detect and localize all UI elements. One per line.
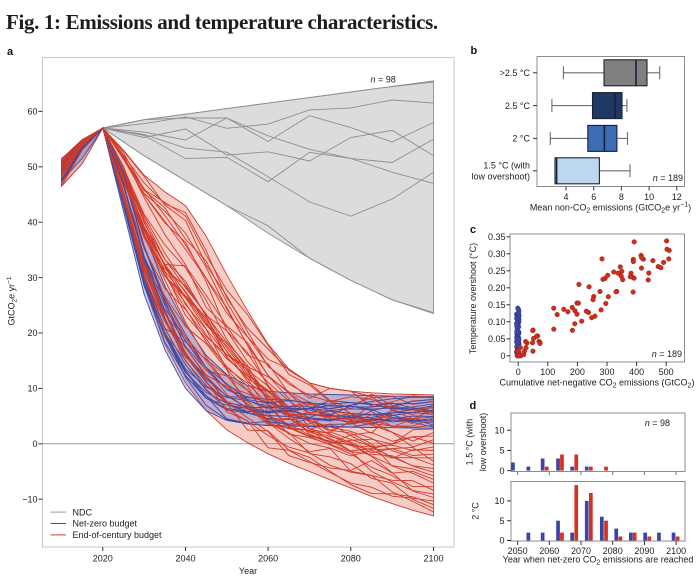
svg-text:0.30: 0.30 (488, 249, 506, 259)
svg-text:0: 0 (32, 439, 37, 449)
svg-text:NDC: NDC (73, 507, 93, 517)
svg-text:20: 20 (27, 328, 37, 338)
svg-text:−10: −10 (22, 494, 37, 504)
svg-text:Mean non-CO2 emissions (GtCO2e: Mean non-CO2 emissions (GtCO2e yr−1) (530, 202, 691, 215)
svg-text:Temperature overshoot (°C): Temperature overshoot (°C) (468, 243, 478, 354)
svg-text:4: 4 (563, 192, 568, 202)
svg-text:400: 400 (629, 367, 644, 377)
svg-text:d: d (470, 400, 477, 412)
svg-text:0: 0 (499, 466, 504, 476)
svg-text:60: 60 (27, 107, 37, 117)
svg-text:2080: 2080 (341, 554, 361, 564)
svg-text:n = 98: n = 98 (371, 75, 396, 85)
svg-text:5: 5 (499, 446, 504, 456)
svg-text:8: 8 (619, 192, 624, 202)
svg-text:2040: 2040 (175, 554, 195, 564)
svg-text:low overshoot): low overshoot) (478, 413, 488, 472)
svg-text:Cumulative net-negative CO2 em: Cumulative net-negative CO2 emissions (G… (500, 378, 695, 390)
svg-text:a: a (7, 46, 14, 58)
svg-text:2070: 2070 (571, 546, 591, 556)
svg-text:0.10: 0.10 (488, 317, 506, 327)
svg-text:c: c (470, 224, 476, 236)
svg-text:b: b (471, 45, 478, 57)
svg-text:2 °C: 2 °C (471, 502, 481, 520)
svg-text:2 °C: 2 °C (512, 134, 530, 144)
svg-text:0.15: 0.15 (488, 300, 506, 310)
svg-text:30: 30 (27, 273, 37, 283)
svg-text:Year when net-zero CO2 emissio: Year when net-zero CO2 emissions are rea… (503, 555, 694, 567)
svg-text:2050: 2050 (508, 546, 528, 556)
svg-text:2020: 2020 (93, 554, 113, 564)
svg-text:10: 10 (644, 192, 654, 202)
svg-text:2090: 2090 (634, 546, 654, 556)
svg-text:GtCO2e yr−1: GtCO2e yr−1 (6, 276, 19, 325)
svg-text:50: 50 (27, 162, 37, 172)
svg-text:10: 10 (27, 384, 37, 394)
svg-text:End-of-century budget: End-of-century budget (73, 530, 163, 540)
svg-text:100: 100 (540, 367, 555, 377)
svg-text:5: 5 (499, 516, 504, 526)
svg-text:2.5 °C: 2.5 °C (505, 101, 531, 111)
svg-text:0: 0 (516, 367, 521, 377)
svg-text:2060: 2060 (539, 546, 559, 556)
svg-text:0: 0 (500, 351, 505, 361)
svg-text:300: 300 (599, 367, 614, 377)
svg-text:2100: 2100 (423, 554, 443, 564)
svg-text:Year: Year (239, 566, 257, 576)
svg-text:0.20: 0.20 (488, 283, 506, 293)
svg-text:0.25: 0.25 (488, 266, 506, 276)
svg-text:500: 500 (659, 367, 674, 377)
svg-text:6: 6 (591, 192, 596, 202)
svg-text:Fig. 1: Emissions and temperat: Fig. 1: Emissions and temperature charac… (6, 10, 438, 34)
svg-text:low overshoot): low overshoot) (471, 171, 530, 181)
svg-text:40: 40 (27, 217, 37, 227)
svg-text:>2.5 °C: >2.5 °C (500, 68, 531, 78)
svg-text:0.35: 0.35 (488, 232, 506, 242)
svg-text:2080: 2080 (603, 546, 623, 556)
svg-text:n = 189: n = 189 (652, 349, 682, 359)
svg-text:10: 10 (494, 426, 504, 436)
svg-text:1.5 °C (with: 1.5 °C (with (465, 419, 475, 466)
svg-text:1.5 °C (with: 1.5 °C (with (483, 161, 530, 171)
svg-text:2100: 2100 (666, 546, 686, 556)
svg-text:200: 200 (570, 367, 585, 377)
svg-text:12: 12 (672, 192, 682, 202)
svg-text:0.05: 0.05 (488, 334, 506, 344)
svg-text:0: 0 (499, 536, 504, 546)
svg-text:n = 98: n = 98 (645, 418, 670, 428)
svg-text:2060: 2060 (258, 554, 278, 564)
svg-text:Net-zero budget: Net-zero budget (73, 519, 138, 529)
svg-text:10: 10 (494, 496, 504, 506)
svg-text:n = 189: n = 189 (653, 173, 683, 183)
